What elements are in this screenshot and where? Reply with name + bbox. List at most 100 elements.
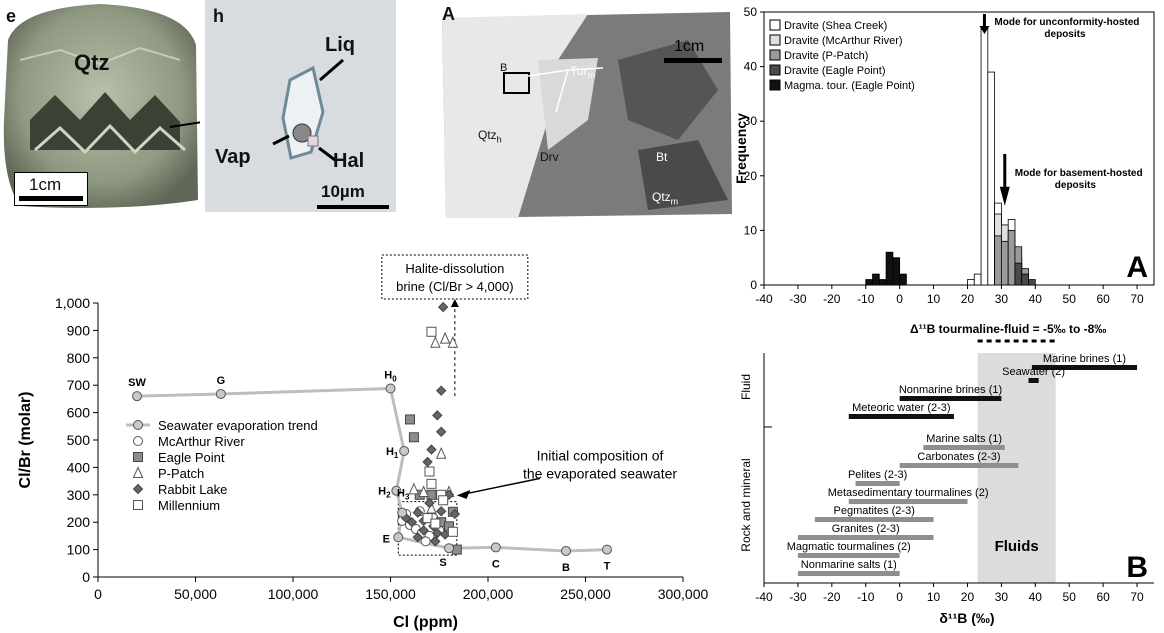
- range-label: Seawater (2): [1002, 366, 1065, 378]
- legend-label: P-Patch: [158, 466, 204, 481]
- histogram-frame: [763, 11, 1155, 286]
- initial-composition-arrow: [460, 477, 541, 496]
- y-axis-title: Frequency: [736, 113, 749, 184]
- trend-point-letter: G: [217, 375, 226, 387]
- mode-basement-label-line2: deposits: [1055, 180, 1097, 191]
- legend-swatch: [769, 64, 781, 76]
- legend-swatch: [769, 19, 781, 31]
- range-label: Pegmatites (2-3): [834, 505, 915, 517]
- trend-point-letter: S: [439, 557, 446, 569]
- legend-label: Millennium: [158, 498, 220, 513]
- clbr-scatter-chart: 0 50,000 100,000 150,000 200,000 250,000 300,0…: [17, 254, 709, 631]
- histogram-bar: [967, 279, 975, 286]
- rabbit-lake-point: [426, 444, 437, 455]
- fluid-inclusion-image: [272, 58, 344, 162]
- x-tick-label: 0: [896, 590, 903, 604]
- clbr-chart-panel: 0 50,000 100,000 150,000 200,000 250,000 300,0…: [0, 235, 730, 633]
- delta-tourmaline-fluid-label: Δ¹¹B tourmaline-fluid = -5‰ to -8‰: [910, 322, 1106, 336]
- rabbit-lake-point: [435, 385, 447, 396]
- ranges-panel: Δ¹¹B tourmaline-fluid = -5‰ to -8‰ Fluids…: [736, 315, 1164, 633]
- mode-basement-arrowhead: [999, 186, 1010, 206]
- legend-label: Dravite (Shea Creek): [784, 20, 887, 32]
- rabbit-lake-point: [432, 410, 443, 421]
- range-bar: [923, 445, 1005, 450]
- biotite-label: Bt: [656, 150, 668, 164]
- halite-brine-label-line2: brine (Cl/Br > 4,000): [396, 279, 513, 294]
- range-label: Marine salts (1): [926, 433, 1002, 445]
- millennium-point: [422, 513, 433, 524]
- trend-point: [391, 485, 402, 496]
- histogram-bar: [980, 27, 989, 286]
- quartz-h-label-sub: h: [496, 134, 502, 145]
- trend-point-label: H0: [384, 369, 397, 383]
- trend-point-label: B: [562, 562, 570, 574]
- y-tick-label: 10: [744, 223, 758, 237]
- quartz-h-label-text: Qtz: [478, 128, 497, 142]
- p-patch-point: [418, 485, 429, 498]
- trend-point-subscript: 2: [386, 491, 391, 500]
- x-tick-label: -30: [789, 292, 807, 306]
- y-tick-label: 500: [67, 432, 91, 448]
- legend-marker: [133, 436, 143, 446]
- quartz-h-label: Qtzh: [478, 128, 502, 144]
- legend-label: Magma. tour. (Eagle Point): [784, 80, 915, 92]
- legend-label: Dravite (P-Patch): [784, 50, 868, 62]
- x-tick-label: -10: [857, 292, 875, 306]
- x-tick-label: -30: [789, 590, 807, 604]
- range-bar: [814, 517, 934, 522]
- trend-point-subscript: 3: [405, 493, 410, 502]
- p-patch-point: [447, 336, 459, 348]
- x-tick-label: 30: [995, 292, 1009, 306]
- mode-unconformity-label-line1: Mode for unconformity-hosted: [994, 17, 1139, 28]
- trend-point-label: H3: [397, 488, 410, 502]
- range-label: Granites (2-3): [832, 523, 900, 535]
- range-label: Marine brines (1): [1043, 353, 1126, 365]
- legend-marker: [133, 500, 143, 510]
- x-axis-title: δ¹¹B (‰): [939, 610, 994, 626]
- photo-fluid-inclusion: h Liq Vap Hal 10µm: [205, 0, 396, 212]
- quartz-m-label: Qtzm: [652, 190, 678, 206]
- trend-point: [601, 544, 612, 555]
- x-tick-label: 0: [896, 292, 903, 306]
- initial-composition-label-line1: Initial composition of: [537, 448, 664, 464]
- legend-marker: [133, 452, 143, 462]
- photo-h-letter: h: [213, 6, 224, 26]
- histogram-bar: [1007, 229, 1016, 286]
- legend-label: McArthur River: [158, 434, 245, 449]
- legend-swatch: [769, 79, 781, 91]
- y-tick-label: 20: [744, 169, 758, 183]
- group-label-fluid: Fluid: [739, 374, 753, 400]
- millennium-point: [430, 518, 441, 529]
- x-tick-label: 20: [961, 292, 975, 306]
- histogram-bar: [872, 273, 880, 286]
- range-bar: [899, 396, 1002, 401]
- trend-point-letter: SW: [128, 377, 146, 389]
- trend-point-letter: H: [378, 486, 386, 498]
- y-tick-label: 50: [744, 5, 758, 19]
- tourmaline-label-sub: m: [587, 70, 596, 81]
- legend-label: Seawater evaporation trend: [158, 418, 318, 433]
- photo-h-scale-line: [317, 205, 389, 209]
- mode-unconformity-label-line2: deposits: [1044, 29, 1086, 40]
- trend-point: [397, 507, 408, 518]
- y-axis-title: Cl/Br (molar): [17, 392, 34, 489]
- quartz-m-label-sub: m: [670, 196, 679, 207]
- legend-marker: [132, 466, 144, 478]
- trend-point-label: T: [604, 561, 611, 573]
- legend-label: Dravite (McArthur River): [784, 35, 903, 47]
- x-tick-label: 50,000: [174, 586, 217, 602]
- y-tick-label: 800: [67, 350, 91, 366]
- photo-a-scale-line: [664, 58, 722, 63]
- trend-point: [393, 532, 404, 543]
- y-tick-label: 900: [67, 322, 91, 338]
- trend-point-label: H2: [378, 486, 391, 500]
- mcarthur-river-point: [420, 536, 431, 547]
- trend-point-subscript: 1: [394, 451, 399, 460]
- trend-point-label: H1: [386, 446, 399, 460]
- range-label: Carbonates (2-3): [917, 451, 1000, 463]
- legend-marker: [132, 483, 144, 495]
- legend-label: Rabbit Lake: [158, 482, 227, 497]
- x-tick-label: 250,000: [560, 586, 611, 602]
- trend-point: [215, 388, 226, 399]
- photo-quartz-geode: e Qtz 1cm: [0, 0, 200, 212]
